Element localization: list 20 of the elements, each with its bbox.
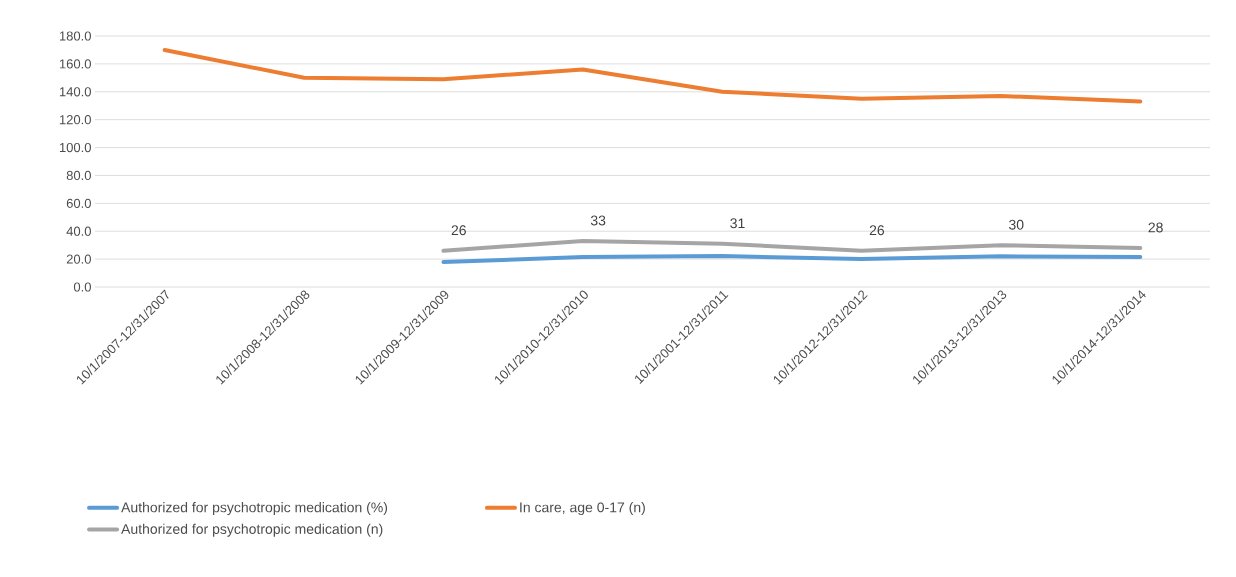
y-tick-label: 160.0 xyxy=(59,59,91,69)
y-tick-label: 80.0 xyxy=(66,170,91,181)
data-label: 26 xyxy=(869,225,885,236)
y-tick-label: 40.0 xyxy=(66,226,91,236)
data-label: 28 xyxy=(1148,222,1163,233)
line-series xyxy=(162,47,1143,104)
data-label: 30 xyxy=(1009,219,1024,230)
legend-label: Authorized for psychotropic medication (%) xyxy=(121,502,388,516)
data-label: 26 xyxy=(451,225,466,236)
legend-label: In care, age 0-17 (n) xyxy=(520,502,645,516)
legend-label: Authorized for psychotropic medication (n) xyxy=(121,523,383,537)
y-tick-label: 140.0 xyxy=(59,87,91,97)
data-label: 31 xyxy=(730,218,745,229)
y-tick-label: 180.0 xyxy=(59,31,91,41)
data-label: 33 xyxy=(590,215,606,226)
line-series xyxy=(441,238,1143,253)
y-tick-label: 100.0 xyxy=(59,142,91,153)
y-tick-label: 60.0 xyxy=(66,198,91,208)
y-tick-label: 20.0 xyxy=(66,254,91,264)
y-tick-label: 120.0 xyxy=(59,115,91,125)
